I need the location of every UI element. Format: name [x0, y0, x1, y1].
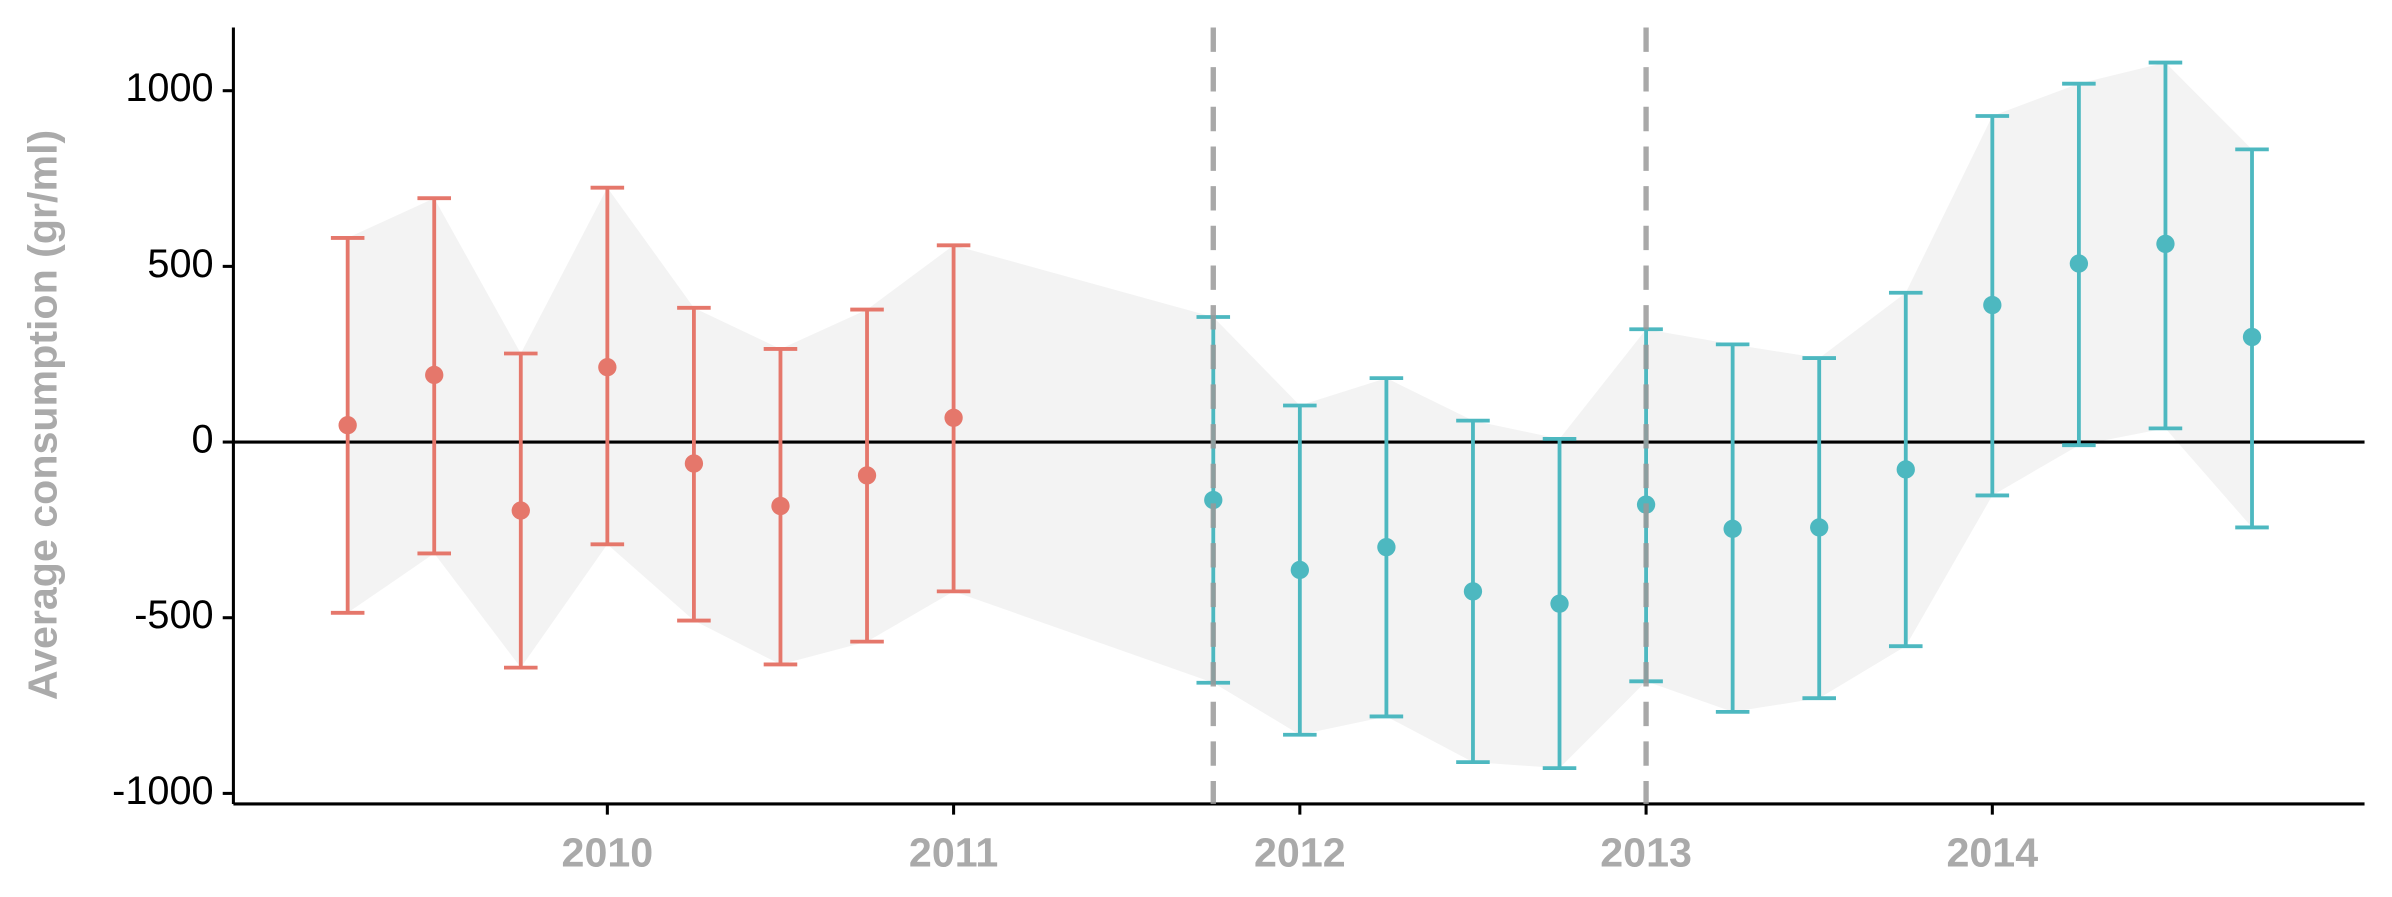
- point: [1463, 582, 1483, 601]
- point: [1550, 594, 1569, 613]
- y-tick-label: -1000: [112, 769, 213, 813]
- x-tick-label: 2010: [562, 830, 654, 876]
- point: [511, 501, 530, 520]
- y-axis-title: Average consumption (gr/ml): [20, 130, 66, 700]
- point: [1204, 490, 1223, 510]
- point: [857, 466, 877, 485]
- point: [598, 358, 617, 377]
- x-tick-label: 2011: [909, 830, 998, 876]
- x-tick-label: 2012: [1254, 830, 1346, 876]
- y-tick-label: -500: [134, 593, 213, 637]
- y-tick-label: 1000: [125, 66, 213, 110]
- point: [1896, 460, 1915, 479]
- point: [2242, 327, 2262, 347]
- y-tick-label: 0: [192, 418, 214, 462]
- point: [1983, 295, 2002, 315]
- point: [2069, 254, 2089, 273]
- point: [2156, 234, 2175, 254]
- point: [338, 416, 357, 435]
- point: [1723, 519, 1742, 538]
- x-tick-label: 2013: [1600, 830, 1692, 876]
- point: [771, 496, 790, 516]
- x-tick-label: 2014: [1947, 830, 2039, 876]
- point: [1377, 537, 1396, 557]
- point: [1290, 560, 1309, 580]
- point: [1810, 518, 1829, 537]
- point: [944, 408, 963, 427]
- point: [684, 454, 704, 473]
- y-tick-label: 500: [147, 242, 213, 286]
- point: [425, 365, 444, 385]
